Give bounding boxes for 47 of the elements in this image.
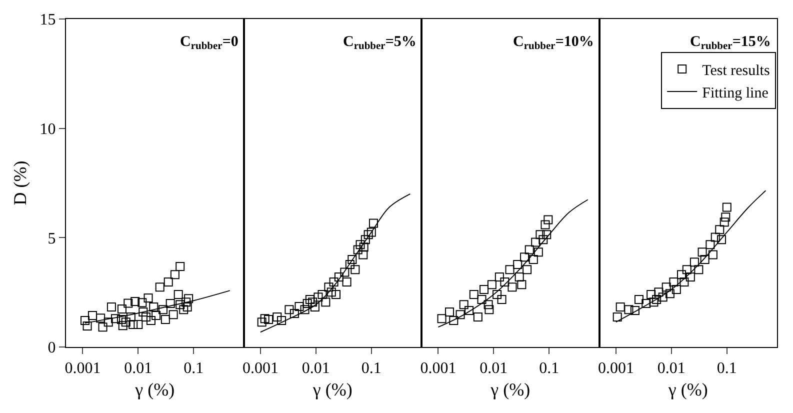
text: C$_{rubber}$=10% (513, 34, 594, 52)
point (682, 265, 692, 274)
point (672, 284, 681, 294)
y-tick-label: 5 (48, 230, 56, 248)
x-tick-label: 0.001 (420, 360, 456, 378)
x-tick-label: 0.001 (64, 360, 101, 378)
x-tick-label: 0.001 (242, 360, 278, 378)
point (721, 212, 730, 222)
point (665, 289, 674, 298)
y-tick-label: 10 (40, 120, 56, 138)
point (715, 225, 724, 234)
y-axis-title: D (%) (10, 160, 30, 206)
point (698, 248, 707, 257)
legend-label: Test results (702, 62, 770, 79)
x-axis-title: γ (%) (667, 379, 708, 400)
point (700, 255, 710, 264)
x-tick-label: 0.01 (124, 360, 152, 378)
legend-label: Fitting line (702, 85, 769, 102)
point (686, 272, 695, 282)
text: C$_{rubber}$=5% (343, 34, 416, 52)
x-tick-label: 0.1 (539, 360, 560, 378)
text: C$_{rubber}$=15% (690, 34, 771, 52)
point (662, 282, 671, 292)
x-axis-title: γ (%) (312, 379, 352, 400)
y-tick-label: 15 (40, 12, 56, 29)
x-tick-label: 0.01 (480, 360, 508, 378)
point (680, 278, 689, 287)
x-tick-label: 0.01 (302, 360, 330, 378)
x-tick-label: 0.1 (361, 360, 382, 378)
point (654, 288, 664, 297)
x-axis-title: γ (%) (134, 379, 175, 400)
y-tick-label: 0 (48, 340, 56, 357)
point (690, 258, 699, 267)
point (649, 298, 658, 307)
point (708, 250, 718, 260)
point (717, 235, 726, 244)
point (694, 265, 704, 274)
x-tick-label: 0.1 (716, 360, 737, 378)
x-tick-label: 0.1 (184, 360, 204, 378)
point (710, 232, 720, 242)
text: C$_{rubber}$=0 (180, 34, 238, 52)
x-tick-label: 0.01 (657, 360, 686, 378)
point (658, 292, 668, 302)
point (669, 278, 678, 287)
x-axis-title: γ (%) (490, 379, 530, 400)
point (646, 290, 656, 300)
x-tick-label: 0.001 (598, 360, 634, 378)
